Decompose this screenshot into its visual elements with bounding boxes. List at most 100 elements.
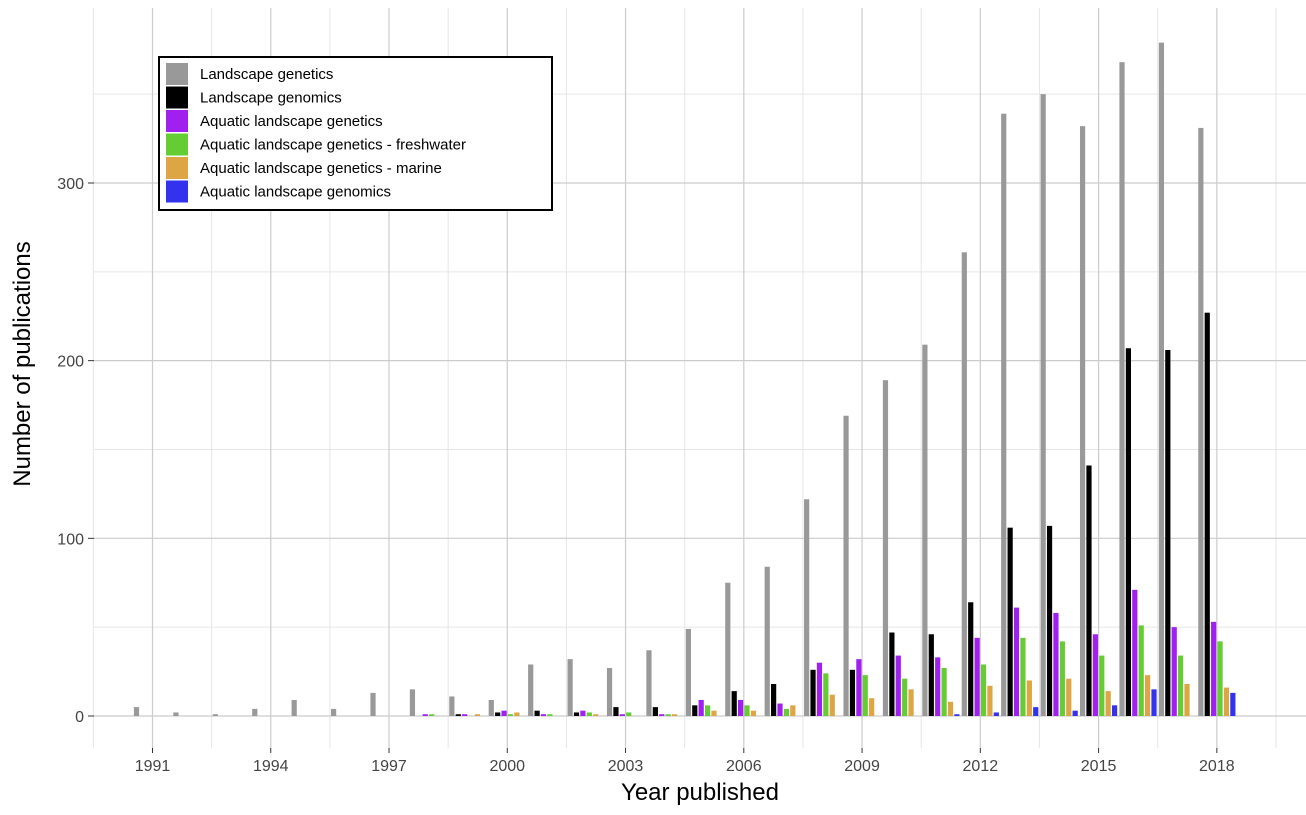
x-tick-label: 2000: [489, 758, 525, 775]
bar: [856, 659, 862, 716]
bar: [816, 662, 823, 716]
bar: [429, 714, 435, 716]
bar: [725, 582, 731, 716]
bar: [1178, 655, 1184, 716]
y-tick-label: 200: [57, 354, 84, 371]
legend-label: Aquatic landscape genomics: [200, 184, 391, 201]
bar: [777, 703, 783, 716]
bar: [619, 714, 625, 716]
bar: [954, 714, 960, 716]
bar: [738, 700, 744, 716]
bar: [1165, 350, 1171, 716]
bar: [1151, 689, 1157, 716]
bar: [1132, 589, 1138, 716]
bar: [908, 689, 914, 716]
bar: [580, 710, 586, 716]
bar: [370, 692, 376, 716]
legend-label: Aquatic landscape genetics: [200, 113, 383, 130]
bar: [646, 650, 652, 716]
y-axis-title: Number of publications: [9, 241, 36, 486]
legend-swatch: [166, 180, 188, 203]
bar: [968, 602, 974, 716]
bar: [1013, 607, 1020, 716]
x-tick-label: 2006: [726, 758, 762, 775]
legend-swatch: [166, 110, 188, 132]
y-tick-label: 300: [57, 176, 84, 193]
bar: [1145, 675, 1151, 716]
bar: [882, 380, 889, 716]
bar: [613, 707, 619, 716]
bar: [1125, 348, 1131, 716]
bar: [1223, 687, 1230, 716]
bar: [1072, 710, 1078, 716]
x-tick-label: 2012: [963, 758, 999, 775]
bar: [488, 700, 494, 716]
bar: [980, 664, 987, 716]
bar: [422, 714, 428, 716]
x-axis-ticks: 1991 1994 1997 2000 2003 2006 2009 2012 2015 2018: [135, 748, 1235, 775]
bar: [993, 712, 999, 716]
bar: [889, 632, 895, 716]
bar: [685, 628, 691, 716]
bar: [935, 657, 941, 716]
bar: [606, 668, 613, 716]
x-tick-label: 2015: [1081, 758, 1117, 775]
bar: [1198, 127, 1204, 716]
bar: [1079, 126, 1086, 716]
legend-box: [158, 56, 553, 211]
bar: [823, 673, 829, 716]
y-tick-label: 0: [75, 709, 84, 726]
bar: [626, 712, 632, 716]
bar: [869, 698, 875, 716]
bar: [1111, 705, 1118, 716]
bar: [331, 708, 337, 716]
bar: [941, 668, 947, 716]
bar: [862, 675, 868, 716]
bar: [1001, 113, 1007, 716]
bar: [495, 712, 501, 716]
bar: [783, 708, 790, 716]
bar: [711, 710, 717, 716]
bar: [1040, 94, 1046, 716]
bar: [507, 714, 514, 716]
bar: [849, 669, 856, 716]
legend-swatch: [166, 133, 188, 156]
legend-label: Landscape genetics: [200, 66, 333, 83]
grid-lines: [92, 8, 1306, 748]
bar: [692, 705, 698, 716]
bar: [843, 415, 849, 716]
bar: [974, 637, 980, 716]
bars-layer: [133, 42, 1236, 717]
bar: [1204, 312, 1210, 716]
bar: [771, 684, 777, 716]
bar: [671, 714, 678, 716]
bar: [252, 708, 258, 716]
bar: [1184, 684, 1190, 716]
y-axis-ticks: 0 100 200 300: [57, 176, 94, 726]
bar: [1099, 655, 1105, 716]
legend-swatch: [166, 63, 188, 85]
bar: [1138, 625, 1144, 716]
bar: [173, 712, 179, 716]
bar: [922, 344, 928, 716]
bar: [462, 714, 468, 716]
bar: [528, 664, 534, 716]
bar: [212, 714, 218, 716]
x-axis-title: Year published: [621, 779, 779, 806]
bar: [409, 689, 416, 716]
bar: [1105, 691, 1111, 716]
bar: [750, 710, 756, 716]
bar: [987, 685, 993, 716]
bar: [1026, 680, 1032, 716]
legend-swatch: [166, 86, 188, 109]
bar: [1020, 637, 1026, 716]
bar: [947, 701, 954, 716]
bar: [547, 714, 553, 716]
bar: [573, 712, 580, 716]
bar: [1211, 621, 1217, 716]
bar: [1059, 641, 1065, 716]
legend: Landscape genetics Landscape genomics Aqua…: [158, 56, 553, 211]
bar: [659, 714, 665, 716]
bar: [514, 712, 520, 716]
